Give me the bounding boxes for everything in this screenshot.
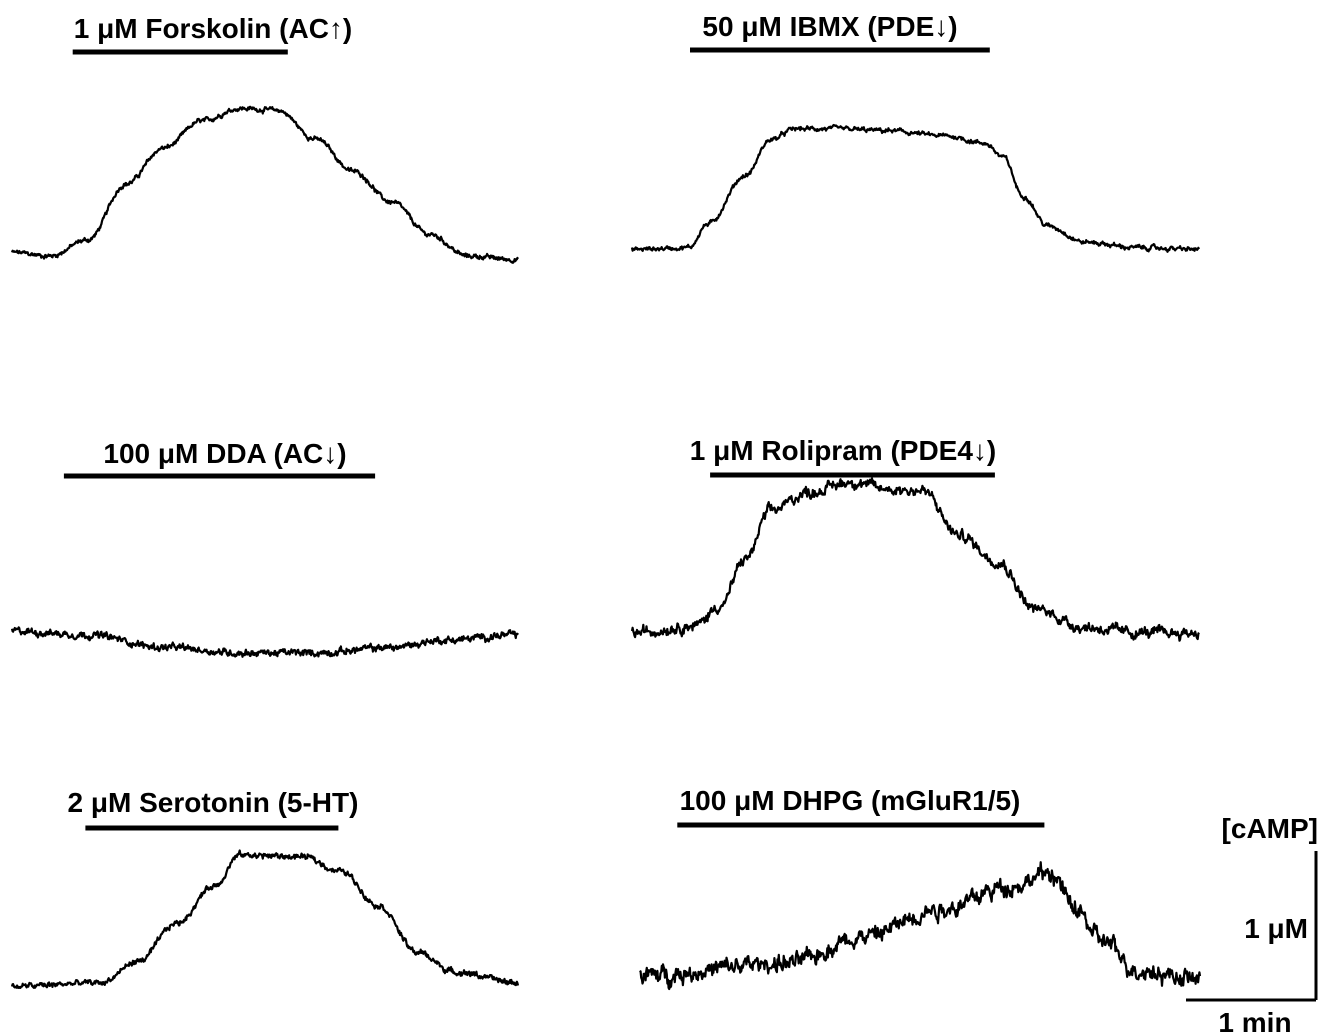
drug-label: 1 μM Rolipram (PDE4↓) (690, 435, 997, 466)
camp-trace (10, 105, 519, 264)
drug-label: 100 μM DHPG (mGluR1/5) (680, 785, 1021, 816)
camp-trace (10, 626, 519, 658)
trace-panel-1: 1 μM Forskolin (AC↑) (10, 13, 519, 264)
scale-y-label: [cAMP] (1222, 813, 1318, 844)
drug-label: 2 μM Serotonin (5-HT) (68, 787, 359, 818)
trace-panel-3: 100 μM DDA (AC↓) (10, 438, 519, 658)
camp-trace (639, 861, 1202, 991)
drug-label: 1 μM Forskolin (AC↑) (74, 13, 352, 44)
trace-panel-5: 2 μM Serotonin (5-HT) (10, 787, 520, 989)
trace-panel-2: 50 μM IBMX (PDE↓) (630, 11, 1200, 253)
trace-panel-6: 100 μM DHPG (mGluR1/5) (639, 785, 1202, 991)
trace-panel-4: 1 μM Rolipram (PDE4↓) (630, 435, 1200, 642)
panels-group: 1 μM Forskolin (AC↑) 50 μM IBMX (PDE↓) 100… (10, 11, 1202, 991)
camp-trace (630, 123, 1200, 253)
scale-bar: [cAMP] 1 μM 1 min (1186, 813, 1318, 1036)
scale-x-value: 1 min (1218, 1007, 1291, 1036)
drug-label: 100 μM DDA (AC↓) (103, 438, 346, 469)
drug-label: 50 μM IBMX (PDE↓) (702, 11, 957, 42)
camp-trace (10, 849, 520, 989)
camp-trace (630, 477, 1200, 642)
scale-y-value: 1 μM (1244, 913, 1308, 944)
